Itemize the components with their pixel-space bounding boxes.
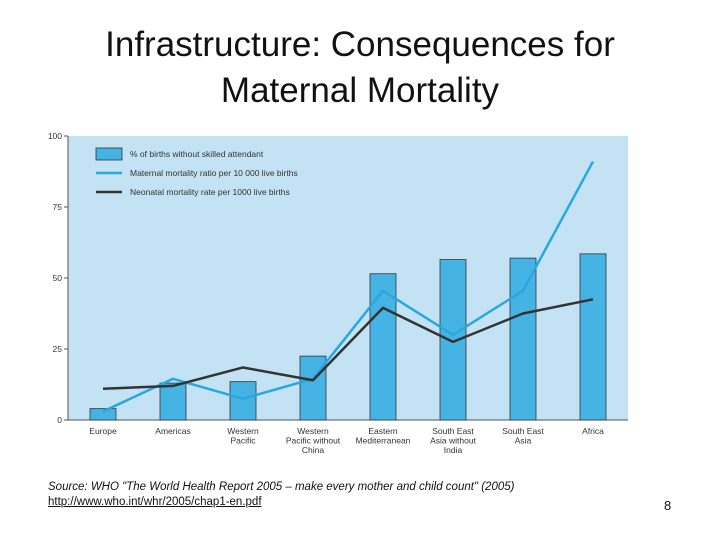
x-tick-label: India [444, 445, 463, 455]
x-tick-label: China [302, 445, 324, 455]
y-tick-label: 0 [57, 415, 62, 425]
bar [439, 259, 467, 421]
x-tick-label: South East [432, 426, 474, 436]
x-tick-label: Pacific [230, 436, 256, 446]
slide-title-line-1: Infrastructure: Consequences for [105, 25, 615, 64]
x-tick-label: Western [227, 426, 259, 436]
x-tick-label: Asia without [430, 436, 476, 446]
y-tick-label: 75 [53, 202, 63, 212]
plot-background [68, 136, 628, 420]
source-citation: Source: WHO "The World Health Report 200… [48, 481, 515, 493]
slide-title-line-2: Maternal Mortality [220, 71, 500, 110]
legend-swatch-bar [95, 147, 123, 161]
source-link[interactable]: http://www.who.int/whr/2005/chap1-en.pdf [48, 496, 262, 508]
page-number: 8 [664, 498, 672, 513]
x-tick-label: Africa [582, 426, 604, 436]
neonatal-mortality-line [102, 298, 594, 391]
legend-label: Neonatal mortality rate per 1000 live bi… [130, 187, 290, 197]
bar [89, 408, 117, 421]
bar [159, 382, 187, 421]
x-tick-label: South East [502, 426, 544, 436]
source-note: Source: WHO "The World Health Report 200… [48, 480, 514, 510]
x-tick-label: Europe [89, 426, 117, 436]
legend-label: % of births without skilled attendant [130, 149, 264, 159]
x-tick-label: Eastern [368, 426, 398, 436]
x-tick-label: Americas [155, 426, 190, 436]
x-tick-label: Mediterranean [356, 436, 411, 446]
x-tick-label: Asia [515, 436, 532, 446]
y-tick-label: 25 [53, 344, 63, 354]
y-tick-label: 100 [48, 131, 62, 141]
bar [509, 257, 537, 421]
x-tick-label: Pacific without [286, 436, 341, 446]
y-tick-label: 50 [53, 273, 63, 283]
legend-label: Maternal mortality ratio per 10 000 live… [130, 168, 298, 178]
bar [369, 273, 397, 421]
slide-title: Infrastructure: Consequences for Materna… [20, 22, 700, 114]
x-tick-label: Western [297, 426, 329, 436]
bar [579, 253, 607, 421]
bar [229, 381, 257, 421]
